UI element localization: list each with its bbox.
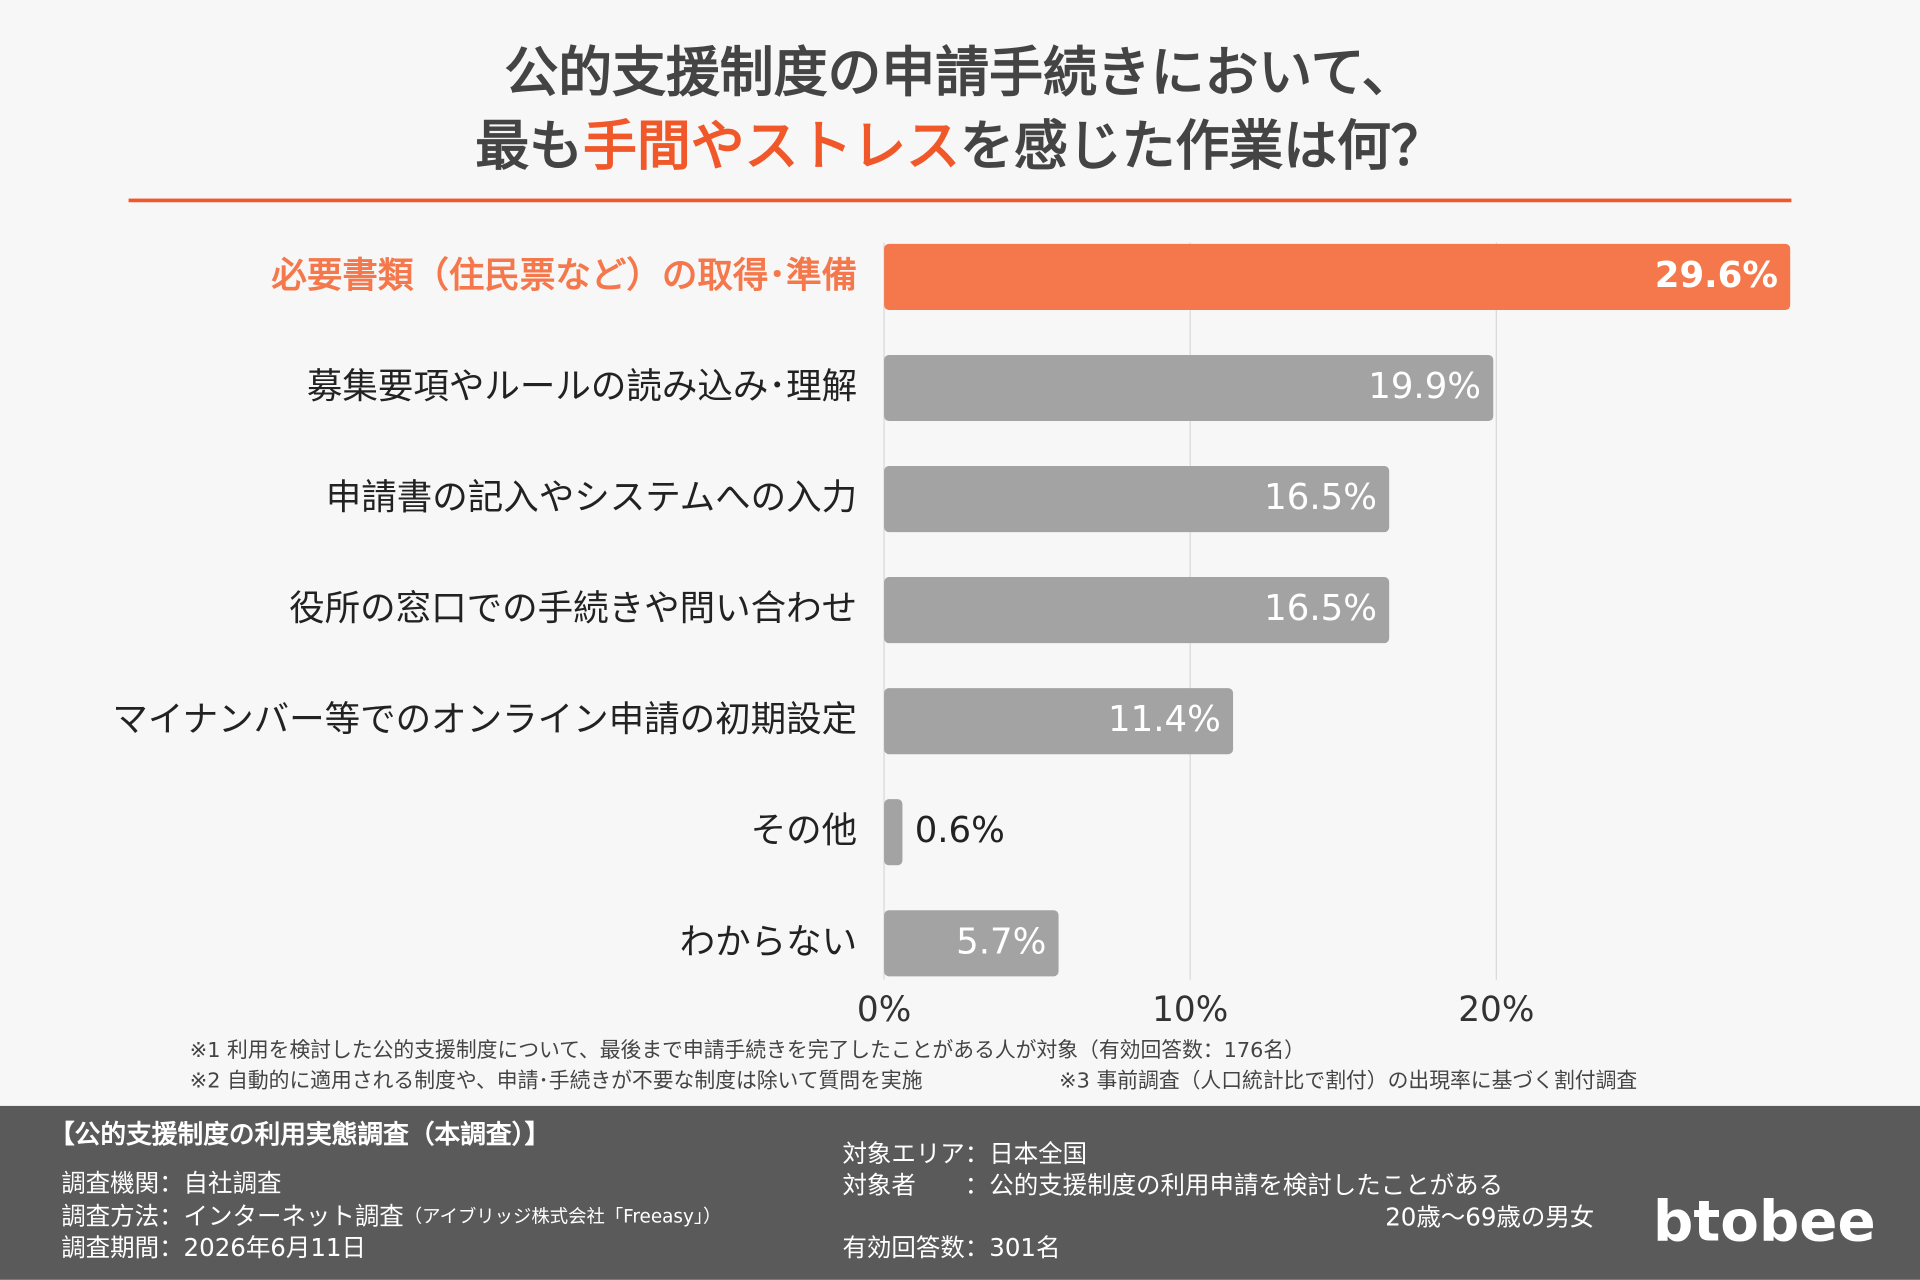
footer-item-main: 調査方法：インターネット調査 — [61, 1201, 404, 1230]
bar — [884, 910, 1059, 977]
footer-item: 20歳〜69歳の男女 — [1385, 1203, 1594, 1232]
bar — [884, 243, 1791, 310]
bar — [884, 354, 1494, 422]
category-label: 必要書類（住民票など）の取得･準備 — [271, 255, 857, 296]
title-line-1: 公的支援制度の申請手続きにおいて、 — [504, 41, 1415, 104]
x-tick-label: 10% — [1152, 990, 1228, 1030]
category-label: その他 — [751, 810, 858, 851]
note: ※1 利用を検討した公的支援制度について、最後まで申請手続きを完了したことがある… — [190, 1038, 1305, 1062]
x-tick-label: 0% — [857, 990, 911, 1030]
footer-item: 対象者 ：公的支援制度の利用申請を検討したことがある — [842, 1171, 1503, 1200]
x-tick-label: 20% — [1458, 990, 1534, 1030]
title-part: 最も — [475, 114, 583, 177]
bar — [884, 688, 1234, 755]
value-label: 11.4% — [1108, 699, 1221, 740]
bar — [884, 799, 903, 866]
bar — [884, 577, 1390, 644]
footer-item: 調査方法：インターネット調査（アイブリッジ株式会社「Freeasy」） — [61, 1201, 721, 1230]
value-label: 16.5% — [1264, 477, 1377, 518]
value-label: 16.5% — [1264, 588, 1377, 629]
footer-heading: 【公的支援制度の利用実態調査（本調査）】 — [49, 1119, 550, 1150]
category-label: わからない — [680, 921, 858, 962]
title-rule — [128, 198, 1792, 203]
note: ※2 自動的に適用される制度や、申請･手続きが不要な制度は除いて質問を実施 — [190, 1068, 923, 1092]
title-part: を感じた作業は何？ — [960, 114, 1445, 177]
category-label: マイナンバー等でのオンライン申請の初期設定 — [112, 699, 857, 740]
footer-item: 調査期間：2026年6月11日 — [61, 1233, 366, 1262]
plot: 0% 10% 20% 必要書類（住民票など）の取得･準備 29.6% 募集要項やルールの読… — [112, 242, 1791, 1030]
value-label: 29.6% — [1655, 255, 1778, 296]
title-highlight: 手間やストレス — [583, 114, 960, 177]
footer-item-small: （アイブリッジ株式会社「Freeasy」） — [404, 1205, 722, 1227]
footer-item: 対象エリア：日本全国 — [842, 1139, 1087, 1168]
category-label: 申請書の記入やシステムへの入力 — [326, 477, 857, 518]
footer-band — [0, 1105, 1920, 1280]
category-label: 役所の窓口での手続きや問い合わせ — [289, 588, 857, 629]
value-label: 19.9% — [1368, 366, 1481, 407]
footer-item: 有効回答数：301名 — [842, 1233, 1060, 1262]
title-line-2: 最も手間やストレスを感じた作業は何？ — [475, 114, 1445, 177]
category-label: 募集要項やルールの読み込み･理解 — [307, 366, 857, 407]
value-label: 5.7% — [956, 921, 1046, 962]
value-label: 0.6% — [915, 810, 1005, 851]
bar — [884, 466, 1390, 533]
logo: btobee — [1653, 1189, 1876, 1254]
note: ※3 事前調査（人口統計比で割付）の出現率に基づく割付調査 — [1059, 1068, 1637, 1092]
footer-item: 調査機関：自社調査 — [61, 1168, 281, 1197]
